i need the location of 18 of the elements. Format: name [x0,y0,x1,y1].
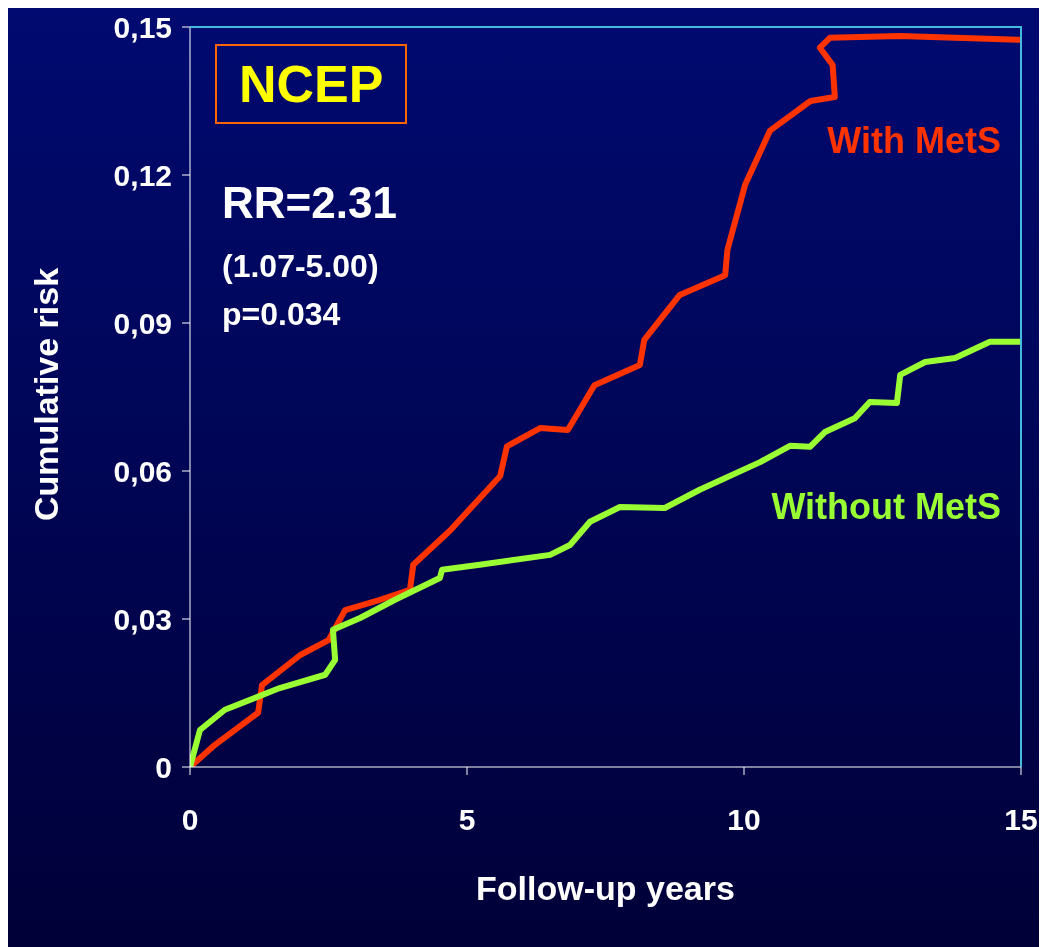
y-tick-label: 0,12 [113,158,172,192]
x-tick-label: 10 [727,803,761,837]
annotation: NCEP [215,44,408,124]
x-tick-label: 0 [181,803,199,837]
y-tick-label: 0,09 [113,306,172,340]
y-tick-label: 0,03 [113,602,172,636]
y-axis-title: Cumulative risk [26,266,66,524]
x-tick-label: 5 [458,803,476,837]
y-tick-label: 0 [155,750,172,784]
x-tick-label: 15 [1004,803,1038,837]
series-label: Without MetS [771,486,1001,528]
y-tick-label: 0,15 [113,10,172,44]
annotation: p=0.034 [222,296,341,333]
series-label: With MetS [827,120,1001,162]
y-tick-label: 0,06 [113,454,172,488]
annotation: (1.07-5.00) [222,248,379,285]
annotation: RR=2.31 [222,178,397,228]
x-axis-title: Follow-up years [475,869,736,908]
